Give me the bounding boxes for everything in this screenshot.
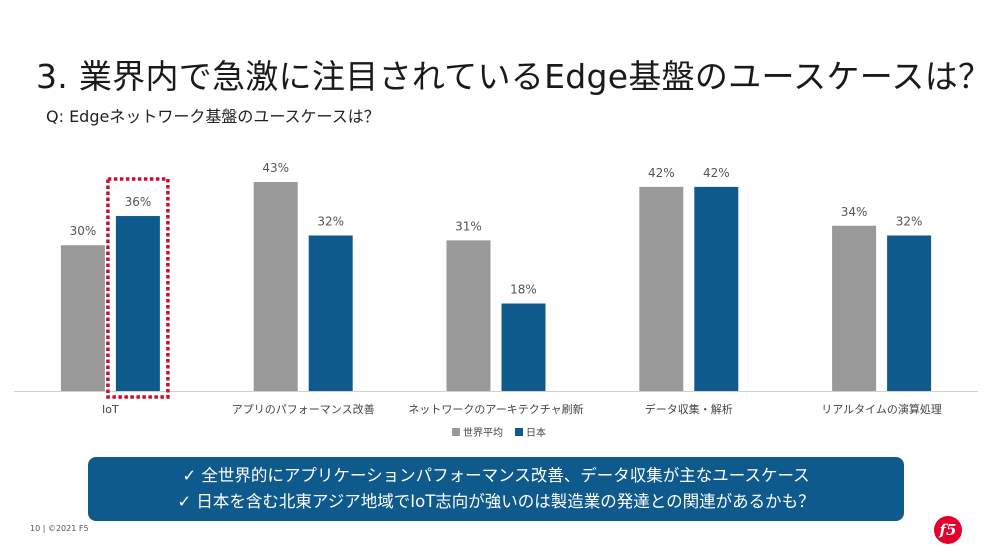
bar-japan xyxy=(887,235,932,391)
data-label: 43% xyxy=(262,161,289,175)
slide-subtitle: Q: Edgeネットワーク基盤のユースケースは？ xyxy=(46,107,380,126)
bar-japan xyxy=(694,186,739,391)
bar-world xyxy=(639,186,684,391)
callout-line-1: ✓ 全世界的にアプリケーションパフォーマンス改善、データ収集が主なユースケース xyxy=(182,466,810,485)
data-label: 32% xyxy=(896,214,923,228)
category-label: アプリのパフォーマンス改善 xyxy=(232,402,375,416)
data-label: 36% xyxy=(125,195,152,209)
legend-swatch xyxy=(515,428,523,436)
data-label: 42% xyxy=(648,166,675,180)
data-label: 42% xyxy=(703,166,730,180)
category-label: IoT xyxy=(102,403,119,416)
data-label: 32% xyxy=(317,214,344,228)
bar-world xyxy=(832,225,877,391)
data-label: 34% xyxy=(841,205,868,219)
bar-japan xyxy=(308,235,353,391)
legend-label: 世界平均 xyxy=(463,427,503,439)
category-label: リアルタイムの演算処理 xyxy=(821,402,942,416)
category-label: データ収集・解析 xyxy=(645,402,733,416)
data-label: 18% xyxy=(510,283,537,297)
callout-line-2: ✓ 日本を含む北東アジア地域でIoT志向が強いのは製造業の発達との関連があるかも… xyxy=(177,492,815,511)
data-label: 31% xyxy=(455,219,482,233)
summary-callout: ✓ 全世界的にアプリケーションパフォーマンス改善、データ収集が主なユースケース … xyxy=(88,457,904,521)
f5-logo-icon: f5 xyxy=(934,516,962,544)
bar-world xyxy=(60,245,105,391)
legend-label: 日本 xyxy=(526,426,546,439)
bar-japan xyxy=(115,216,160,391)
data-label: 30% xyxy=(70,224,97,238)
page-footer: 10 | ©2021 F5 xyxy=(30,524,89,533)
highlight-box xyxy=(106,177,170,399)
category-label: ネットワークのアーキテクチャ刷新 xyxy=(408,402,583,416)
bar-world xyxy=(253,182,298,391)
legend-swatch xyxy=(452,428,460,436)
bar-world xyxy=(446,240,491,391)
slide-title: 3. 業界内で急激に注目されているEdge基盤のユースケースは？ xyxy=(36,57,990,96)
bar-japan xyxy=(501,303,546,391)
bar-chart: 30% 36% IoT 43% 32% アプリのパフォーマンス改善 31% 18% ネットワーク… xyxy=(14,161,978,439)
